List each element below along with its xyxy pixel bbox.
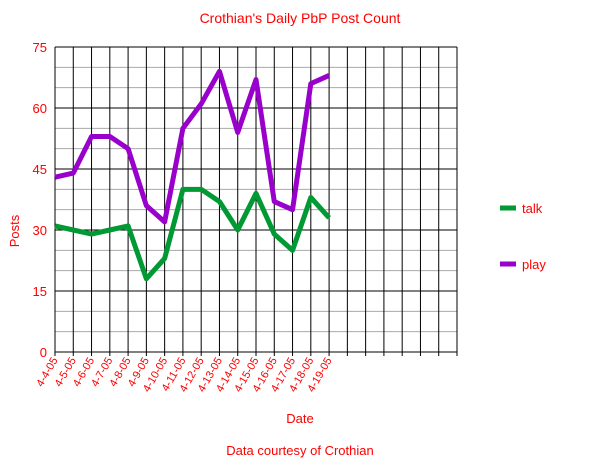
- legend-label-talk: talk: [522, 201, 543, 216]
- y-tick-label: 15: [33, 284, 47, 299]
- y-tick-label: 45: [33, 162, 47, 177]
- footer-note: Data courtesy of Crothian: [226, 443, 373, 458]
- legend-label-play: play: [522, 257, 546, 272]
- axis-labels: 015304560754-4-054-5-054-6-054-7-054-8-0…: [33, 40, 335, 394]
- y-tick-label: 0: [40, 345, 47, 360]
- x-axis-label: Date: [286, 411, 313, 426]
- series-line-play: [54, 68, 331, 225]
- y-tick-label: 75: [33, 40, 47, 55]
- series-lines: [54, 68, 331, 282]
- y-tick-label: 30: [33, 223, 47, 238]
- y-tick-label: 60: [33, 101, 47, 116]
- series-line-talk: [54, 186, 331, 282]
- y-axis-label: Posts: [7, 214, 22, 247]
- plot-grid: [54, 46, 458, 356]
- legend: talk play: [500, 201, 546, 272]
- chart-title: Crothian's Daily PbP Post Count: [200, 10, 401, 26]
